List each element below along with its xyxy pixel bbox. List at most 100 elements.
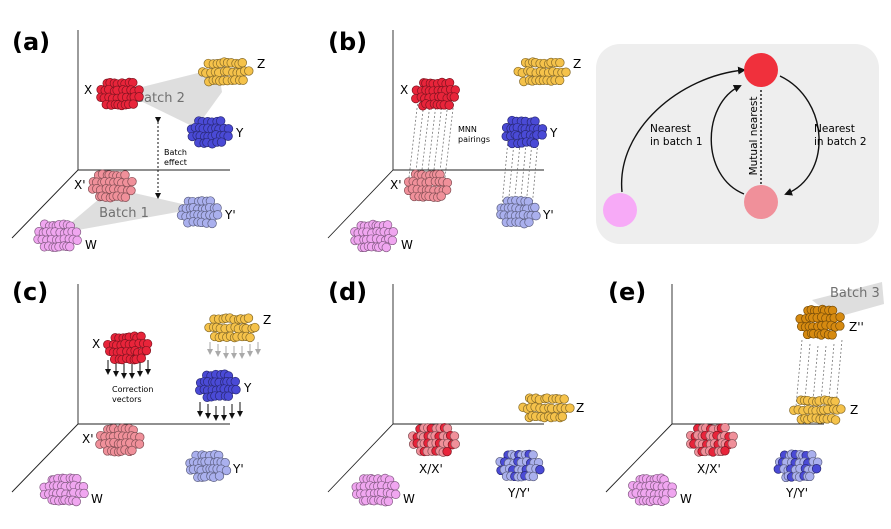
cell-dot: [237, 58, 247, 68]
label-z: Z: [573, 57, 581, 71]
cell-dot: [535, 465, 545, 475]
correction-arrows-z: [207, 342, 261, 359]
cluster-y: [195, 369, 241, 402]
cell-dot: [71, 496, 81, 507]
cell-dot: [126, 185, 136, 196]
graph-label-left-2: in batch 1: [650, 136, 703, 148]
cell-dot: [559, 394, 569, 404]
axes-b: [327, 30, 544, 239]
cell-dot: [212, 210, 223, 220]
cluster-x-prime: [95, 423, 145, 457]
graph-label-right-1: Nearest: [814, 123, 855, 135]
batch-3-label: Batch 3: [830, 286, 880, 301]
cluster-w: [33, 219, 82, 252]
cluster-w: [39, 473, 89, 507]
cluster-y: [501, 115, 548, 149]
batch-effect-label-1: Batch: [164, 148, 187, 157]
label-z: Z: [263, 313, 271, 327]
graph-label-mutual: Mutual nearest: [748, 97, 760, 176]
cell-dot: [727, 439, 737, 449]
correction-label-2: vectors: [112, 395, 142, 404]
cell-dot: [449, 431, 460, 441]
cell-dot: [529, 138, 540, 149]
label-w: W: [403, 492, 415, 506]
cluster-z: [789, 395, 846, 425]
cluster-y-prime: [185, 449, 232, 482]
graph-label-left-1: Nearest: [650, 123, 691, 135]
correction-arrows-y: [197, 402, 243, 421]
cell-dot: [391, 489, 401, 499]
cell-dot: [660, 495, 670, 505]
cell-dot: [134, 439, 145, 449]
mnn-label-1: MNN: [458, 125, 477, 134]
cell-dot: [127, 176, 137, 187]
cell-dot: [444, 100, 454, 110]
batch-2-label: Batch 2: [135, 91, 185, 106]
cell-dot: [830, 396, 840, 407]
cluster-w: [627, 473, 677, 507]
batch-1-plane: [60, 188, 200, 232]
cell-dot: [65, 242, 75, 252]
cell-dot: [565, 403, 575, 413]
cluster-y-prime: [176, 196, 223, 229]
label-w: W: [91, 492, 103, 506]
cell-dot: [557, 411, 568, 422]
cluster-z: [513, 57, 571, 87]
cell-dot: [442, 446, 452, 457]
panel-label-e: (e): [608, 278, 646, 306]
batch-1-label: Batch 1: [99, 206, 149, 221]
label-z2: Z'': [849, 320, 864, 334]
label-y: Y: [235, 126, 244, 140]
cluster-w: [350, 219, 398, 253]
cluster-y-y-prime: [495, 449, 545, 482]
cell-dot: [383, 496, 394, 506]
cell-dot: [127, 445, 137, 456]
batch-2-plane: [122, 68, 222, 128]
cell-dot: [530, 202, 540, 213]
cell-dot: [245, 332, 255, 343]
cell-dot: [250, 322, 260, 333]
cell-dot: [390, 481, 400, 491]
cluster-y: [186, 116, 234, 149]
panel-b: (b) MNN pairings X Z: [327, 28, 581, 253]
cell-dot: [134, 92, 144, 102]
label-xx: X/X': [419, 462, 443, 476]
cell-dot: [136, 353, 146, 363]
cell-dot: [244, 66, 254, 76]
cell-dot: [720, 422, 730, 433]
cluster-z: [204, 313, 260, 343]
graph-background: [596, 44, 879, 244]
cell-dot: [555, 75, 565, 86]
cell-dot: [243, 313, 254, 323]
cluster-z: [518, 393, 575, 423]
label-z: Z: [850, 403, 858, 417]
label-x: X: [84, 83, 92, 97]
label-w: W: [680, 492, 692, 506]
cell-dot: [230, 376, 240, 387]
cluster-x: [411, 77, 460, 111]
cell-dot: [537, 130, 547, 140]
label-x-prime: X': [390, 178, 402, 192]
edge-pink-to-red: [710, 84, 745, 195]
cluster-y-prime: [496, 195, 541, 229]
axes-c: [11, 284, 230, 493]
label-w: W: [85, 238, 97, 252]
mnn-label-2: pairings: [458, 135, 490, 144]
panel-e: (e) Batch 3 Z'' Z X/X' Y/Y' W: [605, 278, 884, 507]
correction-arrows-x: [105, 360, 151, 379]
cell-dot: [531, 211, 541, 221]
cell-dot: [805, 471, 815, 482]
graph-label-right-2: in batch 2: [814, 136, 867, 148]
label-yy: Y/Y': [507, 486, 530, 500]
edge-nearest-batch-2: [779, 75, 820, 196]
label-z: Z: [257, 57, 265, 71]
panel-a: (a) Batch 2 Batch 1 Batch effect X Z Y X…: [11, 28, 265, 252]
axes-d: [327, 284, 544, 493]
panel-label-b: (b): [328, 28, 367, 56]
node-light-red: [744, 185, 778, 219]
cell-dot: [811, 464, 822, 474]
panel-c: (c): [11, 278, 271, 507]
label-z: Z: [576, 401, 584, 415]
cell-dot: [835, 312, 845, 322]
